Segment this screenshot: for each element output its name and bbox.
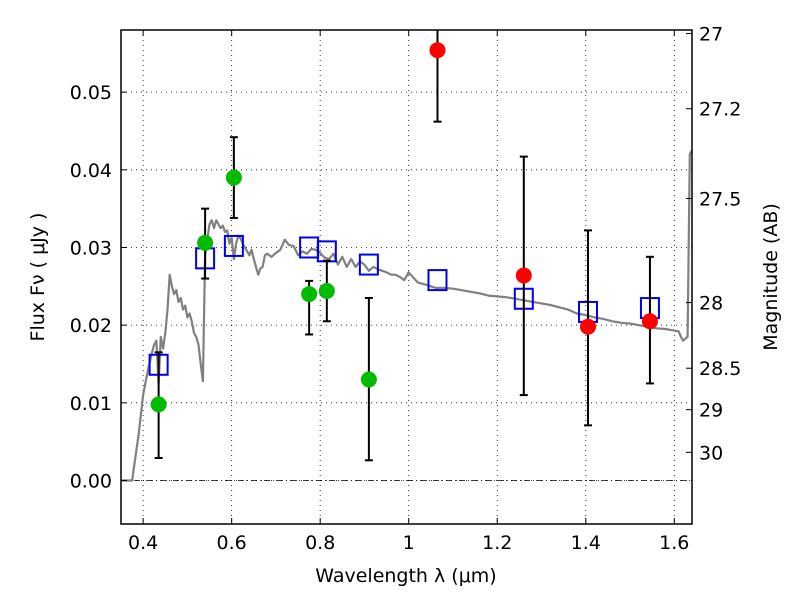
spectrum-line — [121, 149, 692, 482]
x-tick-label: 1.4 — [571, 532, 601, 554]
observed-point — [641, 313, 658, 330]
mag-tick-label: 27.5 — [699, 188, 741, 210]
observed-point — [360, 371, 377, 388]
mag-tick-label: 27.2 — [699, 99, 741, 121]
y-axis-label: Flux Fν ( μJy ) — [27, 213, 49, 342]
plot-frame — [120, 29, 693, 525]
plot-area — [121, 30, 692, 482]
x-tick-label: 0.8 — [305, 532, 335, 554]
model-square-marker — [223, 234, 244, 257]
mag-tick-label: 30 — [699, 442, 723, 464]
model-square-marker — [358, 253, 379, 276]
observed-point — [318, 282, 335, 299]
observed-point — [301, 286, 318, 303]
x-tick-label: 0.4 — [128, 532, 158, 554]
mag-tick-label: 27 — [699, 24, 723, 46]
y-tick-label: 0.02 — [70, 315, 112, 337]
mag-tick-label: 28 — [699, 293, 723, 315]
x-tick-label: 1.2 — [482, 532, 512, 554]
mag-tick-label: 28.5 — [699, 358, 741, 380]
axis-ticks: 0.4 0.6 0.8 1 1.2 1.4 1.6 0.00 0.01 0.02 0.03 0.04 0… — [70, 24, 742, 554]
observed-point — [150, 396, 167, 413]
observed-point — [225, 169, 242, 186]
y-tick-label: 0.01 — [70, 393, 112, 415]
y-tick-label: 0.05 — [70, 82, 112, 104]
y-tick-label: 0.03 — [70, 237, 112, 259]
x-tick-label: 0.6 — [217, 532, 247, 554]
y-tick-label: 0.04 — [70, 160, 112, 182]
observed-point — [515, 267, 532, 284]
x-axis-label: Wavelength λ (μm) — [315, 565, 496, 587]
x-tick-label: 1.6 — [659, 532, 689, 554]
observed-point — [197, 234, 214, 251]
grid — [121, 30, 692, 524]
x-tick-label: 1 — [403, 532, 415, 554]
y-tick-label: 0.00 — [70, 471, 112, 493]
model-square-marker — [427, 269, 448, 292]
mag-tick-label: 29 — [699, 400, 723, 422]
y-axis-right-label: Magnitude (AB) — [760, 203, 782, 351]
observed-point — [429, 42, 446, 59]
observed-point — [579, 318, 596, 335]
